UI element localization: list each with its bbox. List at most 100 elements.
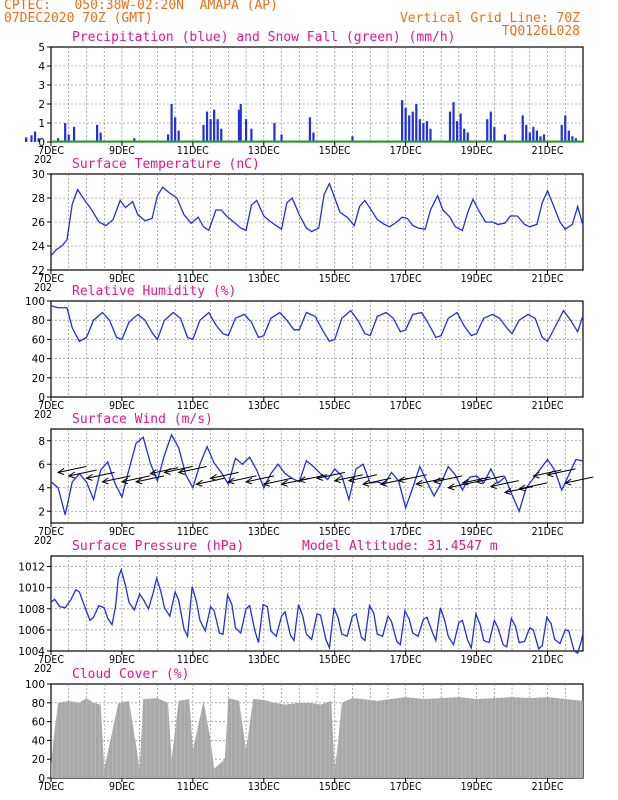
precip-bar [209,119,212,142]
y-tick-label: 40 [32,354,45,366]
model-code: TQ0126L028 [501,24,580,39]
y-tick-label: 4 [38,483,45,495]
wind-arrow-head [361,479,370,487]
y-tick-label: 1006 [18,625,45,637]
precip-bar [205,111,209,142]
x-tick-label: 19DEC [461,400,493,412]
y-tick-label: 1012 [18,562,45,574]
precip-bar [280,134,283,142]
precip-bar [408,115,411,142]
x-tick-label: 11DEC [177,526,209,538]
panel-4: 2 4 6 8 7DEC 9DEC 11DEC 13DEC 15DEC 17DEC 19DEC 21D… [34,412,594,547]
precip-bar [567,130,570,142]
precip-bar [64,123,67,142]
x-tick-label: 9DEC [109,654,135,666]
y-tick-label: 8 [38,436,45,448]
x-tick-label: 11DEC [177,654,209,666]
x-tick-label: 13DEC [248,526,280,538]
precip-bar [455,121,459,142]
x-tick-label: 11DEC [177,781,209,793]
precip-bar [33,131,37,142]
panel-title: Relative Humidity (%) [72,284,236,299]
precip-bar [542,134,546,142]
station-header: CPTEC: 050:38W-02:20N AMAPA (AP) [4,0,278,13]
x-tick-label: 15DEC [319,400,351,412]
wind-arrow-head [546,470,554,478]
y-tick-label: 22 [32,265,45,277]
precip-bar [448,111,452,142]
wind-arrow [398,474,427,482]
precip-bar [459,113,462,142]
precip-bar [239,104,242,142]
precip-bar [133,138,136,142]
precip-bar [411,111,414,142]
y-tick-label: 1010 [18,583,45,595]
y-tick-label: 4 [38,61,45,73]
x-tick-label: 7DEC [38,273,64,285]
y-tick-label: 100 [25,296,45,308]
precip-bar [244,119,248,142]
wind-arrow-head [134,477,143,485]
x-tick-label: 19DEC [461,654,493,666]
precip-bar [418,119,421,142]
y-tick-label: 24 [32,241,46,253]
precip-bar [532,126,535,142]
panel-6: 0 20 40 60 80 100 7DEC 9DEC 11DEC 13DEC 15DEC 17DEC… [25,667,584,793]
y-tick-label: 6 [38,459,45,471]
precip-bar [429,128,432,142]
x-tick-label: 7DEC [38,400,64,412]
wind-arrow-head [475,477,483,485]
wind-arrow [102,475,131,483]
wind-arrow [547,468,576,476]
x-tick-label: 9DEC [109,273,135,285]
precip-bar [67,134,70,142]
y-tick-label: 0 [38,137,45,149]
wind-arrow [245,475,275,483]
wind-arrow [348,474,378,482]
x-tick-label: 15DEC [319,654,351,666]
panel-title: Surface Wind (m/s) [72,412,213,427]
wind-arrow-head [149,469,157,477]
precip-bar [96,124,99,142]
panel-title: Surface Temperature (nC) [72,157,260,172]
panel-2: 22 24 26 28 30 7DEC 9DEC 11DEC 13DEC 15DEC 17DEC 19… [32,157,584,294]
y-tick-label: 0 [38,773,45,785]
wind-arrow-head [67,471,76,479]
y-tick-label: 5 [38,42,45,54]
panel-frame [50,555,584,652]
y-tick-label: 2 [38,506,45,518]
precip-bar [489,111,492,142]
x-tick-label: 19DEC [461,145,493,157]
x-tick-label: 11DEC [177,273,209,285]
wind-arrow [263,477,292,485]
wind-arrow [57,465,87,473]
panel-title: Surface Pressure (hPa) [72,539,244,554]
y-tick-label: 80 [32,315,45,327]
wind-arrow-head [120,477,129,485]
x-tick-label: 21DEC [532,400,564,412]
wind-arrow [228,475,257,483]
wind-arrow [363,477,392,485]
wind-arrow-head [518,484,526,492]
x-tick-label: 17DEC [390,400,422,412]
x-tick-label: 9DEC [109,145,135,157]
precip-bar [37,138,40,142]
wind-arrow-head [347,476,356,484]
x-tick-label: 7DEC [38,145,64,157]
wind-arrow [196,477,225,485]
wind-arrow-head [101,477,109,485]
precip-bar [493,126,496,142]
panel-1: 0 1 2 3 4 5 7DEC 9DEC 11DEC 13DEC 15DEC 17DEC 19DEC 2… [25,30,584,166]
precip-bar [273,123,276,142]
precip-bar [535,130,538,142]
precip-bar [528,132,531,142]
wind-arrow [519,482,548,490]
series-line [50,305,584,343]
x-tick-label: 21DEC [532,654,564,666]
x-tick-label: 21DEC [532,145,564,157]
wind-arrow [316,471,346,479]
precip-bar [486,119,489,142]
wind-arrow-head [379,479,388,487]
x-tick-label: 13DEC [248,400,280,412]
wind-arrow [136,475,165,483]
